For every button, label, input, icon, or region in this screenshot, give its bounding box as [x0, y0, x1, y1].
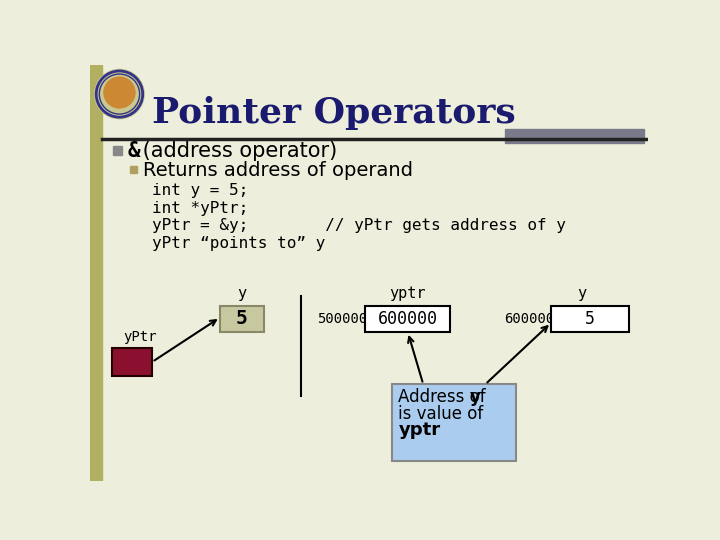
Bar [505, 130, 644, 143]
Text: yPtr = &y;        // yPtr gets address of y: yPtr = &y; // yPtr gets address of y [152, 218, 566, 233]
Text: 600000: 600000 [504, 312, 554, 326]
Text: Pointer Operators: Pointer Operators [152, 96, 516, 130]
Text: 5: 5 [236, 309, 248, 328]
Text: yptr: yptr [398, 421, 441, 439]
Text: &: & [127, 141, 140, 161]
Bar [365, 306, 451, 332]
Circle shape [104, 77, 135, 108]
Text: y: y [238, 286, 246, 301]
Bar [130, 166, 138, 173]
Text: is value of: is value of [398, 404, 484, 423]
Circle shape [94, 70, 144, 119]
Text: int y = 5;: int y = 5; [152, 183, 248, 198]
Text: Address of: Address of [398, 388, 491, 407]
Text: 600000: 600000 [378, 310, 438, 328]
Text: y: y [577, 286, 587, 301]
Bar [551, 306, 629, 332]
Bar [392, 384, 516, 461]
Text: yPtr “points to” y: yPtr “points to” y [152, 236, 325, 251]
Text: yPtr: yPtr [123, 329, 156, 343]
Text: int *yPtr;: int *yPtr; [152, 200, 248, 215]
Text: 500000: 500000 [317, 312, 367, 326]
Text: y: y [469, 388, 481, 407]
Text: Returns address of operand: Returns address of operand [143, 161, 413, 180]
Bar [220, 306, 264, 332]
Bar [90, 65, 102, 481]
Text: (address operator): (address operator) [137, 141, 338, 161]
Bar [113, 146, 122, 155]
Text: 5: 5 [585, 310, 595, 328]
Text: yptr: yptr [390, 286, 426, 301]
Bar [112, 348, 152, 376]
